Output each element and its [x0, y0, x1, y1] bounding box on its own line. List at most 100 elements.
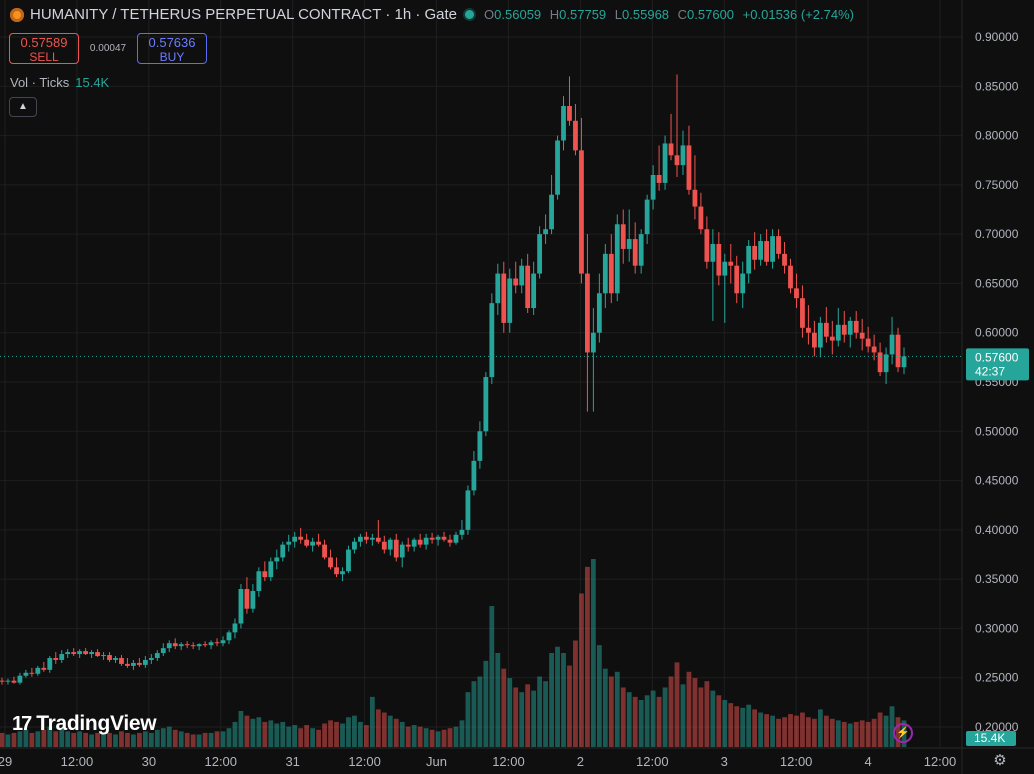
volume-bar	[590, 559, 596, 747]
volume-bar	[5, 734, 11, 747]
last-price-label: 0.57600	[975, 350, 1019, 364]
candle-body	[758, 241, 764, 260]
high-label: H	[549, 7, 560, 22]
buy-label: BUY	[159, 50, 185, 64]
collapse-legend-button[interactable]: ▲	[9, 97, 37, 117]
candle-body	[782, 253, 787, 266]
volume-bar	[626, 692, 632, 747]
candle-body	[274, 557, 280, 562]
tradingview-logo[interactable]: 17 TradingView	[12, 712, 157, 736]
candle-body	[501, 273, 507, 323]
market-status-icon	[465, 10, 475, 19]
price-axis[interactable]: 0.90000 0.85000 0.80000 0.75000 0.70000 0.650…	[975, 30, 1019, 734]
volume-bar	[119, 731, 124, 747]
price-tick-label: 0.25000	[975, 671, 1019, 685]
candle-body	[698, 206, 704, 230]
candle-body	[889, 334, 895, 355]
volume-bar	[184, 732, 190, 747]
candle-body	[184, 644, 190, 646]
volume-bar	[148, 732, 154, 747]
time-tick-label: Jun	[426, 754, 447, 769]
symbol-title[interactable]: HUMANITY / TETHERUS PERPETUAL CONTRACT ·…	[30, 6, 458, 23]
price-tick-label: 0.45000	[975, 474, 1019, 488]
volume-bar	[614, 671, 620, 747]
candle-body	[268, 561, 274, 578]
buy-button[interactable]: 0.57636 BUY	[137, 33, 207, 64]
volume-bar	[35, 731, 41, 747]
candle-body	[352, 541, 357, 550]
price-tick-label: 0.80000	[975, 129, 1019, 143]
volume-bar	[89, 734, 95, 747]
candle-body	[519, 265, 525, 286]
volume-bar	[686, 671, 692, 747]
volume-bar	[71, 732, 77, 747]
time-tick-label: 3	[721, 754, 728, 769]
volume-bar	[710, 690, 716, 747]
candle-body	[423, 537, 429, 545]
buy-price: 0.57636	[148, 35, 196, 50]
candle-body	[429, 537, 435, 540]
candle-body	[346, 549, 351, 572]
candle-body	[453, 534, 459, 543]
volume-bar	[393, 718, 399, 747]
candle-body	[752, 245, 758, 260]
candlestick-series	[0, 74, 907, 685]
volume-bar	[95, 732, 100, 747]
candle-body	[590, 332, 596, 353]
candle-body	[256, 571, 262, 591]
time-axis[interactable]: 29 12:00 30 12:00 31 12:00 Jun 12:00 2 12:00 3 12:0…	[0, 754, 956, 769]
lightning-icon[interactable]: ⚡	[893, 723, 913, 743]
candle-body	[543, 229, 548, 235]
volume-bar	[477, 676, 483, 747]
candle-body	[23, 672, 29, 676]
candle-body	[465, 490, 471, 530]
volume-bar	[226, 728, 232, 747]
candle-body	[662, 143, 668, 183]
candle-body	[0, 680, 5, 682]
volume-bar	[722, 700, 728, 747]
volume-label: Vol · Ticks	[10, 75, 70, 90]
volume-bar	[17, 731, 23, 747]
candle-body	[375, 537, 381, 542]
candle-body	[53, 658, 59, 660]
candle-body	[142, 659, 148, 665]
volume-bar	[23, 729, 29, 747]
gear-icon[interactable]: ⚙	[993, 752, 1007, 769]
sell-price: 0.57589	[20, 35, 68, 50]
candle-body	[190, 645, 196, 647]
volume-bar	[519, 692, 525, 747]
volume-bar	[53, 731, 59, 747]
candle-body	[304, 539, 310, 546]
candle-body	[614, 224, 620, 294]
sell-button[interactable]: 0.57589 SELL	[9, 33, 79, 64]
candle-body	[208, 642, 214, 646]
volume-bar	[429, 729, 435, 747]
candle-body	[41, 667, 47, 670]
volume-bar	[853, 721, 859, 747]
volume-bar	[889, 706, 895, 747]
volume-legend[interactable]: Vol · Ticks 15.4K	[10, 75, 109, 90]
volume-bar	[381, 712, 387, 747]
coin-logo-icon	[10, 7, 24, 22]
change-value: +0.01536 (+2.74%)	[742, 7, 854, 22]
candle-body	[859, 332, 865, 339]
candle-body	[214, 642, 220, 644]
candle-body	[29, 672, 35, 674]
candle-body	[626, 239, 632, 249]
time-tick-label: 12:00	[348, 754, 381, 769]
candle-body	[537, 234, 543, 274]
low-label: L	[614, 7, 623, 22]
candle-body	[573, 120, 578, 151]
candle-body	[770, 236, 775, 262]
volume-bar	[387, 715, 393, 747]
volume-bar	[782, 717, 787, 747]
volume-bar	[555, 646, 560, 747]
volume-bar	[585, 566, 590, 747]
candle-body	[399, 544, 405, 558]
candle-body	[561, 106, 566, 141]
time-tick-label: 12:00	[61, 754, 94, 769]
high-value: 0.57759	[559, 7, 607, 22]
candle-body	[11, 680, 17, 683]
candle-body	[823, 322, 829, 337]
